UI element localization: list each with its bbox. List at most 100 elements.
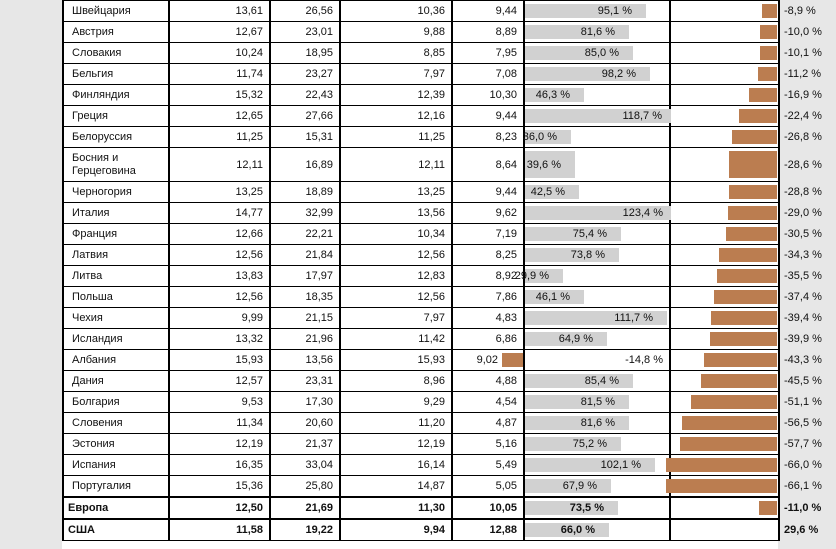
value-cell: 16,35 xyxy=(168,454,271,476)
value-cell: 21,96 xyxy=(269,328,341,350)
change-bar xyxy=(760,46,777,60)
value-cell: 11,58 xyxy=(168,518,271,541)
value-cell: 13,56 xyxy=(269,349,341,371)
country-name: Албания xyxy=(62,349,170,371)
pct-cell: 81,5 % xyxy=(523,391,671,413)
change-cell xyxy=(669,496,780,520)
value-cell: 12,50 xyxy=(168,496,271,520)
country-name: Польша xyxy=(62,286,170,308)
value-cell: 15,31 xyxy=(269,126,341,148)
change-cell xyxy=(669,63,780,85)
country-name: Словения xyxy=(62,412,170,434)
pct-bar xyxy=(525,437,621,451)
pct-bar xyxy=(525,67,650,81)
change-bar xyxy=(704,353,777,367)
value-cell: 9,88 xyxy=(339,21,453,43)
change-cell xyxy=(669,391,780,413)
change-cell xyxy=(669,202,780,224)
country-name: Италия xyxy=(62,202,170,224)
change-cell xyxy=(669,42,780,64)
country-name: Австрия xyxy=(62,21,170,43)
pct-cell: -14,8 % xyxy=(523,349,671,371)
pct-label: 95,1 % xyxy=(597,5,632,17)
value-cell: 15,93 xyxy=(339,349,453,371)
pct-bar xyxy=(525,523,609,537)
pct-cell: 73,5 % xyxy=(523,496,671,520)
value-cell: 15,93 xyxy=(168,349,271,371)
pct-cell: 123,4 % xyxy=(523,202,671,224)
pct-cell: 46,3 % xyxy=(523,84,671,106)
change-cell xyxy=(666,454,780,476)
value-cell: 18,89 xyxy=(269,181,341,203)
pct-cell: 98,2 % xyxy=(523,63,671,85)
pct-label: 81,6 % xyxy=(580,417,615,429)
country-name: Эстония xyxy=(62,433,170,455)
value-cell: 11,34 xyxy=(168,412,271,434)
value-cell: 13,25 xyxy=(168,181,271,203)
value-cell: 22,43 xyxy=(269,84,341,106)
value-cell: 10,24 xyxy=(168,42,271,64)
change-cell xyxy=(669,223,780,245)
country-name: Испания xyxy=(62,454,170,476)
value-cell: 10,30 xyxy=(451,84,525,106)
pct-label: 29,9 % xyxy=(514,270,549,282)
left-margin xyxy=(0,0,62,549)
value-cell: 5,49 xyxy=(451,454,525,476)
pct-label: 64,9 % xyxy=(558,333,593,345)
change-bar xyxy=(666,479,777,493)
pct-cell: 39,6 % xyxy=(523,147,671,182)
pct-bar xyxy=(525,479,611,493)
change-cell xyxy=(669,412,780,434)
value-cell: 20,60 xyxy=(269,412,341,434)
value-cell: 8,23 xyxy=(451,126,525,148)
pct-bar xyxy=(525,25,629,39)
pct-cell: 42,5 % xyxy=(523,181,671,203)
value-cell: 16,89 xyxy=(269,147,341,182)
change-bar xyxy=(728,206,777,220)
change-bar xyxy=(711,311,777,325)
pct-cell: 111,7 % xyxy=(523,307,671,329)
change-bar xyxy=(739,109,777,123)
change-bar xyxy=(714,290,777,304)
pct-label: 85,4 % xyxy=(584,375,619,387)
table-row: Босния и Герцеговина 12,11 16,89 12,11 8,64 3… xyxy=(62,147,822,182)
change-bar xyxy=(729,185,777,199)
value-cell: 9,99 xyxy=(168,307,271,329)
country-name: США xyxy=(62,518,170,541)
value-cell: 16,14 xyxy=(339,454,453,476)
value-cell: 22,21 xyxy=(269,223,341,245)
pct-bar xyxy=(525,4,646,18)
pct-label: 118,7 % xyxy=(622,110,662,122)
country-name: Европа xyxy=(62,496,170,520)
value-cell: 13,61 xyxy=(168,0,271,22)
change-cell xyxy=(669,518,780,541)
pct-cell: 75,2 % xyxy=(523,433,671,455)
pct-label: 98,2 % xyxy=(601,68,636,80)
value-cell: 7,95 xyxy=(451,42,525,64)
value-cell: 7,19 xyxy=(451,223,525,245)
value-cell: 4,88 xyxy=(451,370,525,392)
value-cell: 12,19 xyxy=(168,433,271,455)
pct-label: 111,7 % xyxy=(614,312,653,324)
value-cell: 8,96 xyxy=(339,370,453,392)
pct-cell: 85,4 % xyxy=(523,370,671,392)
value-cell: 7,97 xyxy=(339,307,453,329)
country-name: Литва xyxy=(62,265,170,287)
value-cell: 12,67 xyxy=(168,21,271,43)
value-cell: 8,64 xyxy=(451,147,525,182)
value-cell: 13,32 xyxy=(168,328,271,350)
pct-cell: 73,8 % xyxy=(523,244,671,266)
